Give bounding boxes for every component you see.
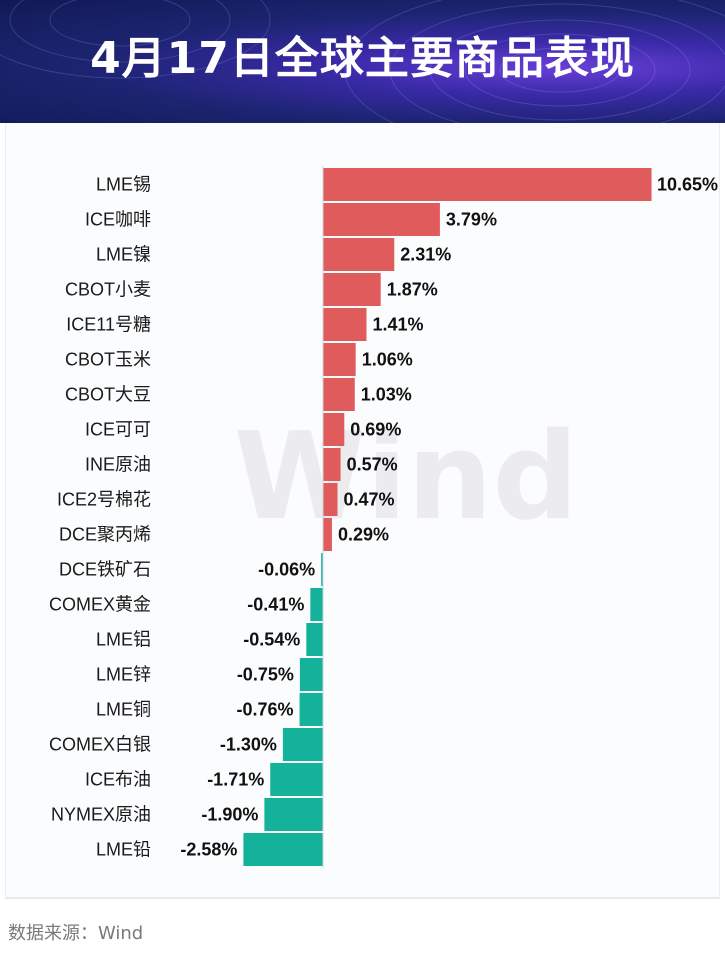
category-label-6: CBOT玉米 (65, 350, 151, 370)
bar-14 (306, 623, 323, 656)
value-label-12: -0.06% (258, 560, 315, 580)
value-label-18: -1.71% (207, 770, 264, 790)
header-banner: 4月17日全球主要商品表现 (0, 0, 725, 123)
value-label-1: 10.65% (657, 175, 718, 195)
category-label-20: LME铅 (96, 840, 151, 860)
bar-6 (323, 343, 356, 376)
category-label-12: DCE铁矿石 (59, 560, 151, 580)
data-source-note: 数据来源：Wind (8, 923, 144, 944)
value-label-17: -1.30% (220, 735, 277, 755)
bar-9 (323, 448, 341, 481)
value-labels-group: 10.65% 3.79% 2.31% 1.87% 1.41% 1.06% 1.03% 0.69… (180, 175, 718, 860)
category-label-18: ICE布油 (85, 770, 151, 790)
chart-panel: Wind LME锡 ICE咖啡 LME镍 CBOT小麦 ICE11号糖 CBOT玉米 CBO… (5, 123, 720, 899)
bar-12 (321, 553, 323, 586)
bar-16 (299, 693, 323, 726)
bar-11 (323, 518, 332, 551)
bar-15 (299, 658, 323, 691)
category-label-14: LME铝 (96, 630, 151, 650)
value-label-4: 1.87% (387, 280, 438, 300)
value-label-16: -0.76% (237, 700, 294, 720)
bar-19 (264, 798, 323, 831)
value-label-3: 2.31% (400, 245, 451, 265)
category-label-13: COMEX黄金 (49, 595, 151, 615)
category-label-8: ICE可可 (85, 420, 151, 440)
value-label-14: -0.54% (243, 630, 300, 650)
bar-4 (323, 273, 381, 306)
value-label-9: 0.57% (347, 455, 398, 475)
category-label-3: LME镍 (96, 245, 151, 265)
category-label-17: COMEX白银 (49, 735, 151, 755)
banner-contour-decoration (0, 0, 725, 123)
bar-10 (323, 483, 338, 516)
bar-5 (323, 308, 367, 341)
bar-7 (323, 378, 355, 411)
bar-17 (282, 728, 323, 761)
category-label-10: ICE2号棉花 (57, 490, 151, 510)
bar-20 (243, 833, 323, 866)
value-label-6: 1.06% (362, 350, 413, 370)
value-label-13: -0.41% (247, 595, 304, 615)
category-labels-group: LME锡 ICE咖啡 LME镍 CBOT小麦 ICE11号糖 CBOT玉米 CBOT大豆 IC… (49, 175, 151, 860)
category-label-1: LME锡 (96, 175, 151, 195)
category-label-15: LME锌 (96, 665, 151, 685)
category-label-11: DCE聚丙烯 (59, 525, 151, 545)
bar-1 (323, 168, 652, 201)
bar-3 (323, 238, 395, 271)
bar-18 (270, 763, 323, 796)
value-label-11: 0.29% (338, 525, 389, 545)
bar-8 (323, 413, 345, 446)
page-title: 4月17日全球主要商品表现 (90, 33, 635, 84)
category-label-19: NYMEX原油 (51, 805, 151, 825)
category-label-4: CBOT小麦 (65, 280, 151, 300)
value-label-15: -0.75% (237, 665, 294, 685)
bar-2 (323, 203, 440, 236)
value-label-5: 1.41% (372, 315, 423, 335)
bar-13 (310, 588, 323, 621)
category-label-5: ICE11号糖 (66, 315, 151, 335)
value-label-10: 0.47% (343, 490, 394, 510)
value-label-19: -1.90% (201, 805, 258, 825)
category-label-7: CBOT大豆 (65, 385, 151, 405)
category-label-2: ICE咖啡 (85, 210, 151, 230)
value-label-7: 1.03% (361, 385, 412, 405)
value-label-2: 3.79% (446, 210, 497, 230)
category-label-16: LME铜 (96, 700, 151, 720)
watermark-text: Wind (234, 408, 579, 547)
value-label-8: 0.69% (350, 420, 401, 440)
bar-chart: Wind LME锡 ICE咖啡 LME镍 CBOT小麦 ICE11号糖 CBOT玉米 CBO… (49, 166, 718, 868)
value-label-20: -2.58% (180, 840, 237, 860)
bars-group (243, 168, 652, 866)
category-label-9: INE原油 (85, 455, 151, 475)
